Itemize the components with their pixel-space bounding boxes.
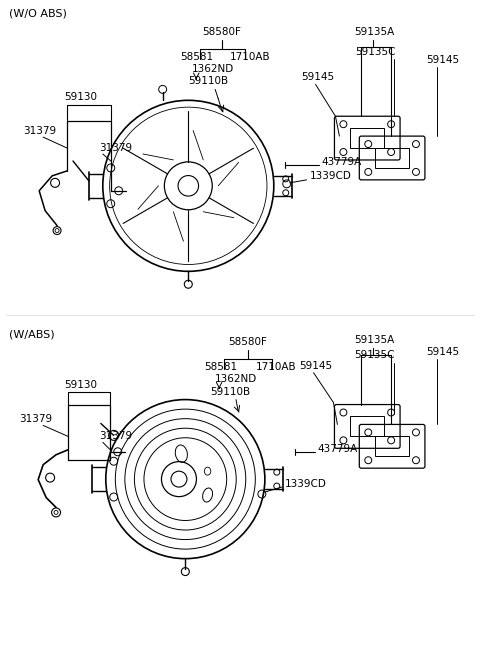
Bar (375, 436, 409, 457)
Text: 58580F: 58580F (203, 27, 241, 37)
Circle shape (54, 510, 58, 514)
Text: 1710AB: 1710AB (256, 362, 297, 372)
Text: 1339CD: 1339CD (285, 479, 326, 489)
Text: 31379: 31379 (19, 415, 52, 424)
Text: 1339CD: 1339CD (310, 171, 351, 181)
Text: 59145: 59145 (301, 73, 335, 83)
Text: 58581: 58581 (180, 52, 214, 62)
Text: 59110B: 59110B (210, 386, 250, 396)
Text: 59135C: 59135C (354, 350, 395, 360)
Text: 59130: 59130 (64, 380, 97, 390)
Text: 59130: 59130 (64, 92, 97, 102)
Text: 31379: 31379 (23, 126, 56, 136)
Text: 43779A: 43779A (322, 157, 362, 167)
Text: 58581: 58581 (204, 362, 237, 372)
Text: 31379: 31379 (99, 432, 132, 441)
Text: 59145: 59145 (300, 361, 333, 371)
Circle shape (55, 229, 59, 233)
Text: 59145: 59145 (426, 347, 459, 357)
Text: 1362ND: 1362ND (192, 64, 235, 75)
Bar (350, 128, 384, 148)
Text: 59135A: 59135A (354, 27, 395, 37)
Text: 59135C: 59135C (355, 47, 396, 56)
Text: 43779A: 43779A (318, 444, 358, 455)
Text: (W/ABS): (W/ABS) (9, 330, 55, 340)
Text: 59145: 59145 (426, 54, 459, 65)
Text: 59135A: 59135A (354, 335, 395, 345)
Text: 58580F: 58580F (228, 337, 267, 347)
Text: 31379: 31379 (99, 143, 132, 153)
Text: 1710AB: 1710AB (230, 52, 271, 62)
Bar (350, 417, 384, 436)
Text: 1362ND: 1362ND (215, 373, 257, 384)
Text: (W/O ABS): (W/O ABS) (9, 9, 67, 19)
Text: 59110B: 59110B (188, 77, 228, 86)
Bar (375, 148, 409, 168)
